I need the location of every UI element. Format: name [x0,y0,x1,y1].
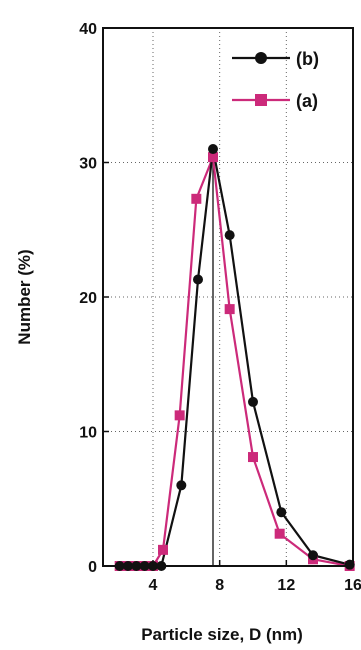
data-point [158,544,168,555]
y-tick-label: 0 [88,559,97,576]
axis-ticks: 0 10 20 30 40 4 8 12 16 [79,21,361,594]
y-tick-label: 40 [79,21,97,38]
x-tick-label: 12 [277,577,295,594]
data-point [208,152,218,163]
legend-label: (a) [296,91,318,111]
series-line [119,156,350,568]
data-point [276,507,287,518]
x-tick-label: 8 [215,577,224,594]
data-point [248,396,258,407]
data-point [191,193,202,204]
y-tick-label: 10 [79,425,97,442]
y-tick-label: 20 [79,290,97,307]
data-point [174,410,185,421]
x-tick-label: 4 [149,577,158,594]
data-point [248,452,258,463]
data-point [208,144,218,155]
data-point [274,528,285,539]
legend: (b) (a) [232,49,319,111]
data-point [224,230,235,241]
x-axis-label: Particle size, D (nm) [141,625,303,644]
x-tick-label: 16 [344,577,361,594]
y-tick-label: 30 [79,156,97,173]
series-line [119,148,350,568]
data-point [193,274,203,285]
data-point [176,480,187,491]
series-layer [114,144,355,571]
data-point [308,550,318,561]
legend-marker [255,52,267,64]
legend-marker [255,94,267,106]
y-axis-label: Number (%) [15,249,34,344]
data-point [224,304,235,315]
legend-label: (b) [296,49,319,69]
